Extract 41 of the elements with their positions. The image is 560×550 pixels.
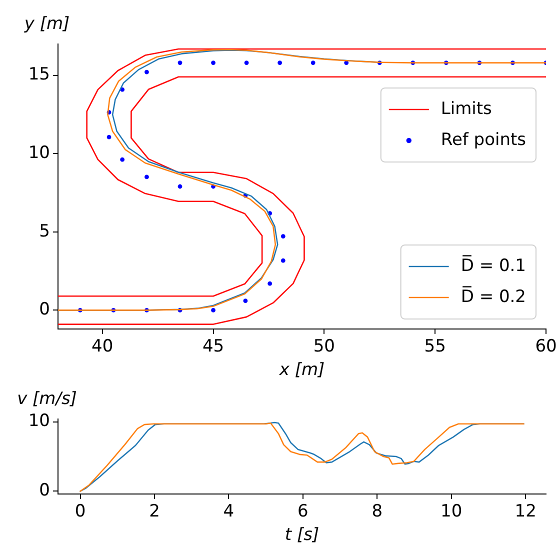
- x-tick-label: 12: [514, 502, 536, 522]
- y-axis-title: v [m/s]: [17, 389, 77, 409]
- y-tick-label: 0: [39, 300, 50, 320]
- point: [178, 184, 182, 189]
- point: [243, 298, 248, 304]
- x-tick-label: 45: [202, 336, 224, 357]
- point: [280, 234, 286, 238]
- point: [211, 60, 216, 65]
- point: [144, 174, 149, 180]
- legend-label: Ref points: [440, 130, 526, 150]
- point: [120, 157, 125, 162]
- x-tick-label: 55: [424, 336, 446, 357]
- y-tick-label: 0: [39, 480, 50, 501]
- y-tick-label: 10: [28, 143, 50, 164]
- point: [211, 308, 216, 312]
- point: [310, 60, 316, 65]
- point: [278, 60, 282, 65]
- y-tick-label: 10: [28, 411, 50, 432]
- x-tick-label: 0: [74, 502, 86, 522]
- point: [178, 60, 182, 65]
- y-tick-label: 5: [39, 221, 50, 242]
- x-axis-title: x [m]: [278, 360, 325, 380]
- point: [144, 70, 149, 74]
- x-tick-label: 50: [313, 336, 335, 357]
- y-axis-title: y [m]: [23, 14, 70, 34]
- x-tick-label: 6: [298, 502, 308, 522]
- x-tick-label: 10: [440, 502, 462, 522]
- point: [268, 281, 272, 286]
- x-tick-label: 60: [535, 336, 557, 357]
- y-tick-label: 15: [28, 64, 50, 85]
- x-tick-label: 40: [92, 336, 114, 357]
- x-tick-label: 4: [223, 502, 234, 522]
- legend-label: D̅ = 0.2: [460, 286, 526, 307]
- point: [244, 60, 249, 65]
- legend-label: D̅ = 0.1: [460, 254, 526, 276]
- x-tick-label: 8: [372, 502, 383, 522]
- point: [280, 258, 286, 263]
- point: [106, 134, 112, 140]
- x-axis-title: t [s]: [284, 525, 320, 546]
- x-tick-label: 2: [149, 502, 160, 522]
- legend-label: Limits: [440, 98, 492, 119]
